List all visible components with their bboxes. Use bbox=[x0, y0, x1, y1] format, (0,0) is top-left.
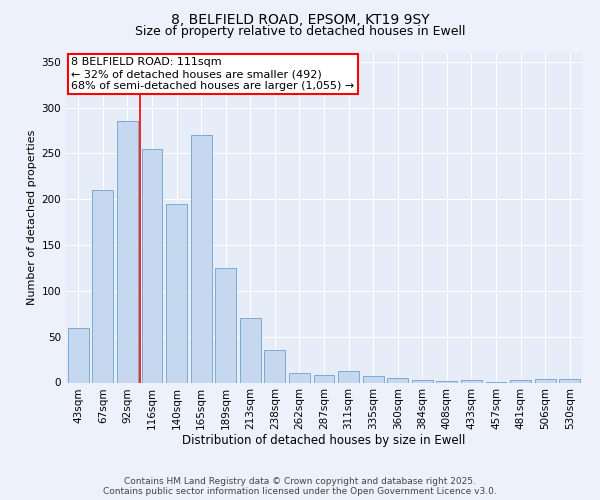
Text: 8, BELFIELD ROAD, EPSOM, KT19 9SY: 8, BELFIELD ROAD, EPSOM, KT19 9SY bbox=[170, 12, 430, 26]
Y-axis label: Number of detached properties: Number of detached properties bbox=[27, 130, 37, 305]
Text: Size of property relative to detached houses in Ewell: Size of property relative to detached ho… bbox=[135, 25, 465, 38]
Bar bbox=[461, 380, 482, 382]
Text: Contains HM Land Registry data © Crown copyright and database right 2025.
Contai: Contains HM Land Registry data © Crown c… bbox=[103, 476, 497, 496]
Bar bbox=[166, 204, 187, 382]
Bar bbox=[436, 380, 457, 382]
Bar bbox=[387, 378, 408, 382]
Bar bbox=[559, 379, 580, 382]
Bar bbox=[68, 328, 89, 382]
Bar bbox=[191, 135, 212, 382]
Bar bbox=[92, 190, 113, 382]
Text: 8 BELFIELD ROAD: 111sqm
← 32% of detached houses are smaller (492)
68% of semi-d: 8 BELFIELD ROAD: 111sqm ← 32% of detache… bbox=[71, 58, 355, 90]
Bar bbox=[412, 380, 433, 382]
Bar bbox=[314, 375, 334, 382]
Bar bbox=[289, 374, 310, 382]
Bar bbox=[117, 121, 138, 382]
Bar bbox=[215, 268, 236, 382]
Bar bbox=[362, 376, 383, 382]
X-axis label: Distribution of detached houses by size in Ewell: Distribution of detached houses by size … bbox=[182, 434, 466, 446]
Bar bbox=[240, 318, 261, 382]
Bar bbox=[142, 149, 163, 382]
Bar bbox=[265, 350, 286, 382]
Bar bbox=[338, 370, 359, 382]
Bar bbox=[510, 380, 531, 382]
Bar bbox=[535, 379, 556, 382]
